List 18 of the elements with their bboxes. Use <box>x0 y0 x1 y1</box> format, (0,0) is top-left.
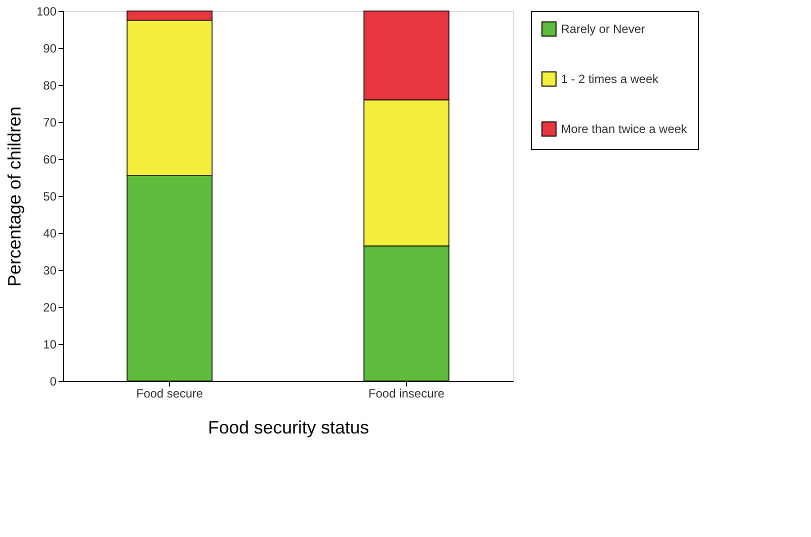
y-axis-title: Percentage of children <box>4 106 24 287</box>
y-tick-label: 30 <box>43 264 57 278</box>
y-tick-label: 80 <box>43 78 57 92</box>
y-tick-label: 20 <box>43 300 57 314</box>
y-tick-label: 40 <box>43 226 57 240</box>
legend-label: More than twice a week <box>561 122 688 136</box>
y-tick-label: 50 <box>43 190 57 204</box>
y-tick-label: 90 <box>43 42 57 56</box>
y-tick-label: 60 <box>43 152 57 166</box>
legend-label: Rarely or Never <box>561 22 646 36</box>
y-tick-label: 100 <box>36 4 57 18</box>
y-tick-label: 70 <box>43 116 57 130</box>
y-tick-label: 10 <box>43 338 57 352</box>
x-tick-label: Food insecure <box>368 386 445 400</box>
legend-label: 1 - 2 times a week <box>561 72 660 86</box>
y-tick-label: 0 <box>50 374 57 388</box>
x-tick-label: Food secure <box>136 386 204 400</box>
x-axis-title: Food security status <box>208 418 370 438</box>
